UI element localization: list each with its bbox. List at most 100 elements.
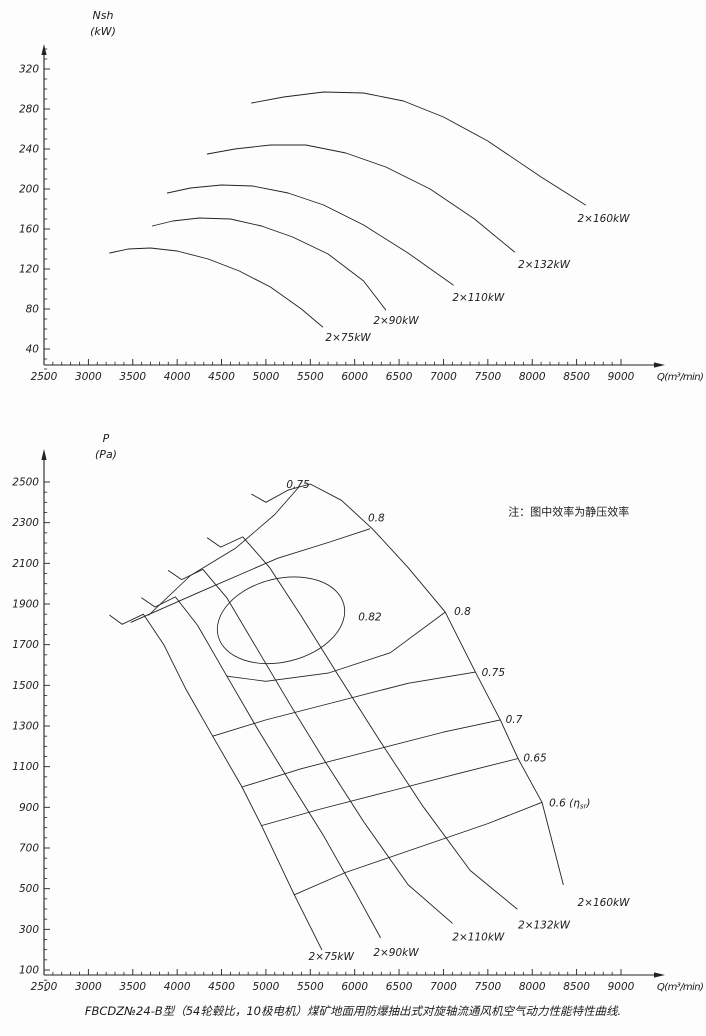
contour-label-0.8-lower: 0.8 [454, 606, 471, 618]
x-tick-label: 7500 [474, 981, 501, 993]
curve-label-2×160kW: 2×160kW [578, 897, 631, 909]
y-tick-label: 700 [19, 843, 39, 855]
x-tick-label: 4000 [164, 371, 191, 383]
y-tick-label: 1900 [12, 599, 39, 611]
y-tick-label: 1500 [12, 680, 39, 692]
curve-2×90kW [151, 217, 387, 311]
x-axis-arrow [654, 362, 665, 368]
x-tick-label: 5500 [297, 371, 324, 383]
x-tick-label: 6500 [386, 371, 413, 383]
contour-0.75-lower [212, 671, 476, 737]
x-tick-label: 6000 [341, 981, 368, 993]
curve-2×132kW [206, 144, 515, 253]
curve-label-2×110kW: 2×110kW [452, 292, 505, 304]
y-tick-label: 300 [19, 924, 39, 936]
contour-0.65-lower [261, 758, 519, 827]
y-axis-title-unit: (kW) [90, 25, 116, 38]
y-tick-label: 2100 [12, 558, 39, 570]
y-axis-title-unit: (Pa) [95, 448, 117, 461]
contour-0.7-lower [241, 719, 501, 788]
curve-label-2×90kW: 2×90kW [373, 315, 419, 327]
y-axis-arrow [41, 44, 47, 55]
efficiency-oval [216, 576, 346, 665]
curve-label-2×132kW: 2×132kW [518, 259, 571, 271]
y-tick-label: 1700 [12, 639, 39, 651]
contour-label-0.65-lower: 0.65 [523, 753, 547, 765]
x-tick-label: 4500 [208, 371, 235, 383]
contour-label-0.75-lower: 0.75 [482, 667, 506, 679]
x-tick-label: 3000 [75, 371, 102, 383]
x-tick-label: 3500 [119, 981, 146, 993]
curve-label-2×75kW: 2×75kW [325, 332, 371, 344]
curve-label-2×110kW: 2×110kW [452, 932, 505, 944]
x-axis-arrow [654, 972, 665, 978]
performance-charts-svg: Nsh (kW) Q(m³/min) 40 80 120 160 200 240 280 320 25… [12, 9, 704, 993]
contour-label-0.6: 0.6 (ηsr) [549, 797, 590, 810]
curve-label-2×90kW: 2×90kW [373, 947, 419, 959]
x-tick-label: 8500 [563, 981, 590, 993]
x-tick-label: 7500 [474, 371, 501, 383]
y-tick-label: 320 [19, 64, 39, 76]
x-tick-label: 3000 [75, 981, 102, 993]
x-tick-label: 6500 [386, 981, 413, 993]
x-tick-label: 8500 [563, 371, 590, 383]
curve-2×90kW [141, 596, 381, 938]
curve-2×110kW [166, 184, 454, 286]
curve-2×110kW [167, 568, 453, 924]
y-tick-label: 40 [26, 344, 40, 356]
contour-0.75-upper [148, 487, 299, 616]
contour-label-0.75-upper: 0.75 [286, 479, 310, 491]
y-tick-label: 2300 [12, 517, 39, 529]
y-tick-label: 1100 [12, 761, 39, 773]
contour-label-0.7-lower: 0.7 [506, 714, 523, 726]
curve-label-2×132kW: 2×132kW [518, 919, 571, 931]
curve-label-2×160kW: 2×160kW [578, 213, 631, 225]
y-tick-label: 120 [19, 264, 39, 276]
y-tick-label: 2500 [12, 477, 39, 489]
figure-caption: FBCDZ№24-B型（54轮毂比，10极电机）煤矿地面用防爆抽出式对旋轴流通风… [84, 1004, 622, 1018]
x-tick-label: 8000 [519, 371, 546, 383]
x-tick-label: 4000 [164, 981, 191, 993]
curve-2×160kW [251, 483, 564, 886]
x-axis-title: Q(m³/min) [657, 982, 703, 993]
pressure-chart: P (Pa) Q(m³/min) 100 300 500 700 900 1100 1300 150… [12, 432, 704, 993]
x-tick-label: 9000 [608, 371, 635, 383]
y-tick-label: 240 [19, 144, 39, 156]
x-tick-label: 8000 [519, 981, 546, 993]
x-tick-label: 6000 [341, 371, 368, 383]
x-tick-label: 5000 [253, 981, 280, 993]
contour-label-0.8-upper: 0.8 [368, 513, 385, 525]
y-tick-label: 280 [19, 104, 39, 116]
y-tick-label: 200 [19, 184, 39, 196]
y-tick-label: 160 [19, 224, 39, 236]
contour-label-0.82: 0.82 [358, 611, 382, 623]
y-tick-label: 80 [26, 304, 40, 316]
x-tick-label: 2500 [31, 981, 58, 993]
y-axis-title: Nsh [93, 9, 114, 22]
y-tick-label: 1300 [12, 721, 39, 733]
power-chart: Nsh (kW) Q(m³/min) 40 80 120 160 200 240 280 320 25… [19, 9, 704, 383]
curve-label-2×75kW: 2×75kW [309, 951, 355, 963]
contour-0.6-lower [293, 801, 543, 896]
y-tick-label: 900 [19, 802, 39, 814]
x-tick-label: 4500 [208, 981, 235, 993]
x-axis-title: Q(m³/min) [657, 372, 703, 383]
x-tick-label: 7000 [430, 981, 457, 993]
contour-0.8-lower [226, 611, 446, 682]
y-tick-label: 100 [19, 965, 39, 977]
curve-2×160kW [251, 91, 586, 206]
x-tick-label: 7000 [430, 371, 457, 383]
y-axis-title: P [103, 432, 110, 445]
curve-2×75kW [109, 613, 323, 951]
x-tick-label: 5000 [253, 371, 280, 383]
x-tick-label: 2500 [31, 371, 58, 383]
x-tick-label: 3500 [119, 371, 146, 383]
y-axis-arrow [41, 449, 47, 460]
curve-2×75kW [109, 247, 324, 328]
contour-0.8-upper [130, 528, 371, 623]
note-text: 注：图中效率为静压效率 [508, 505, 629, 519]
x-tick-label: 5500 [297, 981, 324, 993]
x-tick-label: 9000 [608, 981, 635, 993]
y-tick-label: 500 [19, 883, 39, 895]
